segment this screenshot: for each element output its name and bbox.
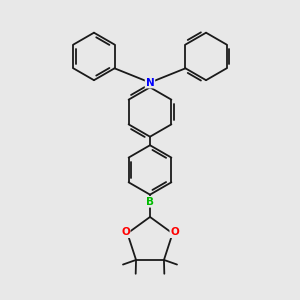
Text: N: N bbox=[146, 78, 154, 88]
Text: B: B bbox=[146, 197, 154, 207]
Text: O: O bbox=[170, 227, 179, 237]
Text: O: O bbox=[121, 227, 130, 237]
